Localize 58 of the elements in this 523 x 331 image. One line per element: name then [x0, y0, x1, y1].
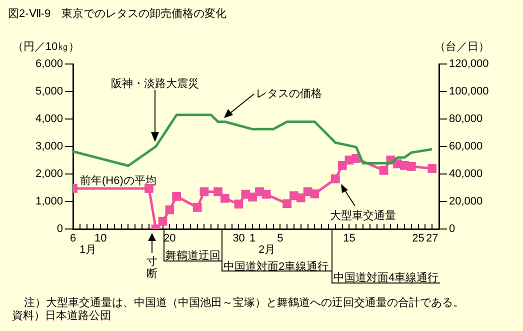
text: 1月	[79, 244, 97, 256]
x-tick-label: 30	[232, 232, 245, 245]
y2-tick-label: 100,000	[449, 86, 489, 98]
x-tick-label: 15	[343, 232, 356, 245]
point	[172, 192, 182, 201]
point	[220, 194, 230, 203]
point	[338, 161, 347, 170]
point	[262, 190, 271, 199]
y2-axis-title: （台／日）	[434, 40, 490, 54]
text: 2月	[258, 244, 276, 256]
point	[428, 164, 437, 173]
y-tick-label: 4,000	[35, 113, 63, 126]
point	[379, 166, 388, 175]
text: 中国道対面4車線通行	[333, 271, 439, 284]
point	[241, 190, 250, 199]
y2-tick-label: 0	[449, 223, 456, 236]
point	[248, 192, 257, 202]
x-tick-label: 27	[426, 232, 438, 245]
y2-tick-label: 20,000	[449, 196, 483, 208]
x-tick-label: 5	[277, 232, 284, 245]
point	[165, 205, 174, 214]
y2-tick-label: 60,000	[449, 140, 483, 153]
point	[352, 154, 361, 163]
y2-tick-label: 120,000	[449, 58, 489, 70]
point	[158, 216, 168, 226]
point	[214, 187, 222, 196]
y2-tick-label: 40,000	[449, 168, 483, 180]
x-tick-label: 20	[164, 232, 176, 245]
point	[310, 189, 320, 198]
point	[192, 202, 202, 212]
text: 寸断	[146, 255, 158, 280]
y-tick-label: 6,000	[35, 58, 63, 70]
point	[296, 193, 306, 202]
point	[330, 174, 340, 184]
text: 舞鶴道迂回	[166, 250, 220, 262]
x-tick-label: 1	[249, 232, 256, 245]
y-tick-label: 1,000	[35, 196, 63, 208]
x-tick-label: 25	[412, 232, 424, 245]
annotation: 前年(H6)の平均	[80, 175, 156, 188]
y2-tick-label: 80,000	[449, 113, 483, 126]
y-tick-label: 5,000	[35, 86, 63, 98]
chart-title: 図2-Ⅶ-9 東京でのレタスの卸売価格の変化	[8, 7, 227, 20]
text: 資料）日本道路公団	[12, 309, 111, 322]
text: 注）大型車交通量は、中国道（中国池田～宝塚）と舞鶴道への迂回交通量の合計である。	[24, 296, 464, 310]
x-tick-label: 6	[70, 232, 76, 245]
series-label: 大型車交通量	[330, 209, 396, 222]
point	[282, 199, 292, 208]
y-tick-label: 2,000	[35, 168, 63, 180]
x-tick-label: 10	[94, 232, 107, 245]
y-tick-label: 0	[56, 223, 63, 236]
annotation: 阪神・淡路大震災	[111, 77, 199, 90]
point	[200, 187, 209, 196]
point	[400, 161, 409, 170]
point	[234, 200, 244, 209]
point	[406, 162, 416, 171]
y-tick-label: 3,000	[35, 140, 63, 153]
y-axis-title: （円／10㎏）	[12, 41, 80, 54]
text: レタスの価格	[256, 88, 322, 100]
